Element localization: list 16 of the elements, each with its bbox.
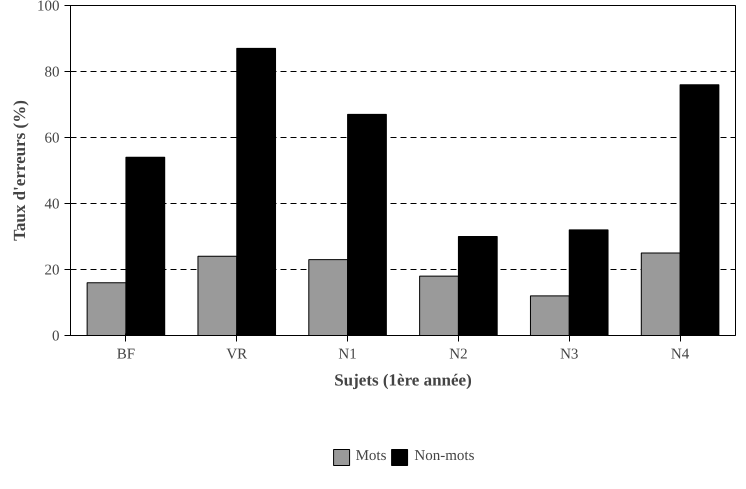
- x-tick-label: BF: [116, 346, 136, 362]
- y-tick-label: 60: [44, 130, 60, 146]
- y-tick-label: 0: [52, 328, 60, 344]
- x-tick-label: N3: [560, 346, 578, 362]
- legend-label: Non-mots: [414, 448, 474, 466]
- x-tick-label: N2: [449, 346, 468, 362]
- y-tick-label: 100: [37, 0, 60, 14]
- x-axis-title: Sujets (1ère année): [334, 370, 472, 390]
- y-tick-label: 20: [44, 262, 60, 278]
- y-axis-title: Taux d'erreurs (%): [10, 100, 29, 241]
- legend-label: Mots: [356, 448, 386, 466]
- x-tick-label: N1: [338, 346, 357, 362]
- y-tick-label: 80: [44, 64, 60, 80]
- x-tick-label: N4: [670, 346, 690, 362]
- x-tick-label: VR: [226, 346, 248, 362]
- y-tick-label: 40: [44, 196, 60, 212]
